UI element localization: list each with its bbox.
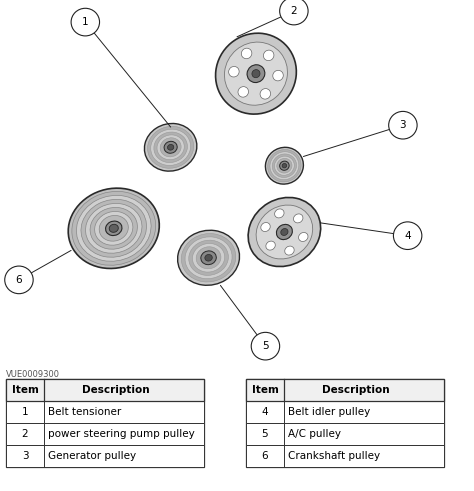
Ellipse shape bbox=[393, 222, 422, 249]
Ellipse shape bbox=[68, 188, 159, 269]
Ellipse shape bbox=[90, 207, 137, 249]
Ellipse shape bbox=[205, 254, 212, 261]
Ellipse shape bbox=[178, 230, 239, 285]
Text: power steering pump pulley: power steering pump pulley bbox=[48, 429, 195, 439]
Text: Generator pulley: Generator pulley bbox=[48, 451, 136, 461]
Ellipse shape bbox=[285, 246, 294, 255]
Ellipse shape bbox=[71, 8, 100, 36]
Ellipse shape bbox=[109, 224, 118, 232]
Ellipse shape bbox=[228, 66, 239, 77]
Ellipse shape bbox=[247, 65, 265, 82]
Text: Description: Description bbox=[322, 384, 390, 395]
Text: VUE0009300: VUE0009300 bbox=[6, 371, 60, 380]
Ellipse shape bbox=[280, 0, 308, 25]
Ellipse shape bbox=[268, 150, 301, 182]
Text: 3: 3 bbox=[22, 451, 28, 461]
Text: 3: 3 bbox=[400, 120, 406, 130]
Bar bbox=[6, 379, 204, 467]
Ellipse shape bbox=[256, 205, 313, 259]
Text: Belt idler pulley: Belt idler pulley bbox=[288, 407, 370, 417]
Ellipse shape bbox=[157, 135, 184, 160]
Bar bbox=[246, 401, 444, 423]
Ellipse shape bbox=[189, 240, 228, 275]
Text: 4: 4 bbox=[404, 231, 411, 241]
Ellipse shape bbox=[261, 222, 270, 232]
Ellipse shape bbox=[106, 221, 122, 236]
Ellipse shape bbox=[72, 191, 155, 265]
Text: 6: 6 bbox=[16, 275, 22, 285]
Ellipse shape bbox=[293, 214, 303, 223]
Text: Item: Item bbox=[252, 384, 278, 395]
Text: 6: 6 bbox=[262, 451, 268, 461]
Ellipse shape bbox=[251, 332, 280, 360]
Ellipse shape bbox=[274, 209, 284, 218]
Text: 5: 5 bbox=[262, 341, 269, 351]
Text: 2: 2 bbox=[291, 6, 297, 16]
Ellipse shape bbox=[282, 164, 287, 168]
Ellipse shape bbox=[270, 152, 299, 180]
Text: Belt tensioner: Belt tensioner bbox=[48, 407, 121, 417]
Ellipse shape bbox=[277, 159, 292, 173]
Text: 4: 4 bbox=[262, 407, 268, 417]
Bar bbox=[246, 423, 444, 445]
Text: 2: 2 bbox=[22, 429, 28, 439]
Ellipse shape bbox=[85, 203, 142, 253]
Ellipse shape bbox=[182, 234, 236, 282]
Bar bbox=[6, 401, 204, 423]
Ellipse shape bbox=[265, 147, 303, 184]
Ellipse shape bbox=[5, 266, 33, 294]
Ellipse shape bbox=[273, 70, 283, 81]
Ellipse shape bbox=[260, 88, 271, 99]
Text: Crankshaft pulley: Crankshaft pulley bbox=[288, 451, 380, 461]
Ellipse shape bbox=[276, 224, 292, 240]
Ellipse shape bbox=[241, 48, 252, 59]
Ellipse shape bbox=[264, 50, 274, 61]
Ellipse shape bbox=[248, 197, 321, 267]
Ellipse shape bbox=[299, 232, 308, 242]
Ellipse shape bbox=[389, 111, 417, 139]
Ellipse shape bbox=[196, 247, 221, 269]
Ellipse shape bbox=[145, 123, 197, 171]
Ellipse shape bbox=[281, 228, 288, 236]
Ellipse shape bbox=[280, 161, 289, 170]
Text: A/C pulley: A/C pulley bbox=[288, 429, 341, 439]
Ellipse shape bbox=[185, 237, 232, 279]
Ellipse shape bbox=[274, 156, 294, 175]
Ellipse shape bbox=[164, 141, 177, 153]
Text: 1: 1 bbox=[82, 17, 89, 27]
Ellipse shape bbox=[252, 70, 260, 78]
Ellipse shape bbox=[76, 195, 151, 261]
Text: 5: 5 bbox=[262, 429, 268, 439]
Ellipse shape bbox=[154, 132, 187, 163]
Bar bbox=[246, 379, 444, 467]
Bar bbox=[6, 445, 204, 467]
Bar bbox=[246, 445, 444, 467]
Text: 1: 1 bbox=[22, 407, 28, 417]
Ellipse shape bbox=[225, 42, 287, 105]
Ellipse shape bbox=[95, 212, 133, 245]
Ellipse shape bbox=[160, 138, 181, 157]
Ellipse shape bbox=[99, 216, 128, 241]
Ellipse shape bbox=[266, 241, 275, 250]
Ellipse shape bbox=[81, 199, 146, 257]
Text: Item: Item bbox=[11, 384, 38, 395]
Bar bbox=[6, 379, 204, 401]
Bar bbox=[6, 423, 204, 445]
Ellipse shape bbox=[192, 244, 225, 272]
Bar bbox=[246, 379, 444, 401]
Ellipse shape bbox=[238, 86, 248, 97]
Ellipse shape bbox=[216, 33, 296, 114]
Ellipse shape bbox=[147, 126, 194, 168]
Text: Description: Description bbox=[82, 384, 150, 395]
Ellipse shape bbox=[167, 144, 174, 150]
Ellipse shape bbox=[201, 251, 216, 265]
Ellipse shape bbox=[272, 154, 297, 177]
Ellipse shape bbox=[151, 129, 191, 165]
